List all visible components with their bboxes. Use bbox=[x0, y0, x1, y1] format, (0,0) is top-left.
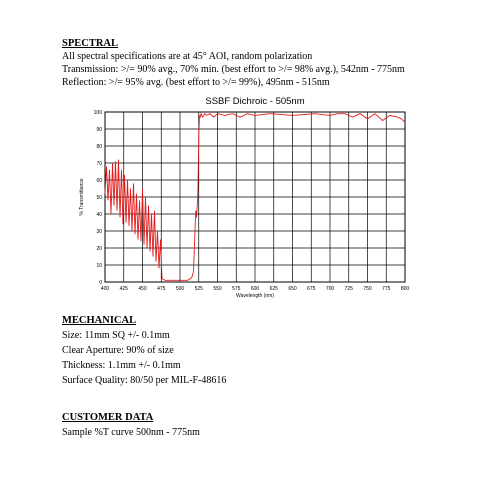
x-tick-label: 700 bbox=[326, 286, 335, 292]
x-tick-label: 800 bbox=[401, 286, 410, 292]
x-tick-label: 625 bbox=[270, 286, 279, 292]
y-tick-label: 60 bbox=[96, 178, 102, 184]
y-axis-label: % Transmittance bbox=[79, 178, 85, 215]
y-tick-label: 0 bbox=[99, 280, 102, 286]
x-tick-label: 450 bbox=[138, 286, 147, 292]
y-tick-label: 90 bbox=[96, 127, 102, 133]
mechanical-line-thickness: Thickness: 1.1mm +/- 0.1mm bbox=[62, 360, 181, 371]
plot-frame bbox=[104, 111, 406, 283]
x-tick-label: 400 bbox=[101, 286, 110, 292]
x-tick-label: 650 bbox=[288, 286, 297, 292]
x-tick-label: 575 bbox=[232, 286, 241, 292]
y-tick-label: 30 bbox=[96, 229, 102, 235]
spectral-line-aoi: All spectral specifications are at 45° A… bbox=[62, 51, 313, 62]
mechanical-line-surface: Surface Quality: 80/50 per MIL-F-48616 bbox=[62, 375, 227, 386]
customer-heading: CUSTOMER DATA bbox=[62, 412, 154, 423]
x-tick-label: 425 bbox=[120, 286, 129, 292]
x-tick-label: 475 bbox=[157, 286, 166, 292]
mechanical-line-aperture: Clear Aperture: 90% of size bbox=[62, 345, 174, 356]
y-tick-label: 10 bbox=[96, 263, 102, 269]
x-tick-label: 675 bbox=[307, 286, 316, 292]
transmission-chart: SSBF Dichroic - 505nm 400 425 450 475 500 525 5… bbox=[60, 92, 420, 307]
mechanical-line-size: Size: 11mm SQ +/- 0.1mm bbox=[62, 330, 170, 341]
x-axis-label: Wavelength (nm) bbox=[236, 293, 274, 299]
spectral-heading: SPECTRAL bbox=[62, 38, 119, 49]
customer-line-sample: Sample %T curve 500nm - 775nm bbox=[62, 427, 200, 438]
spectral-line-reflection: Reflection: >/= 95% avg. (best effort to… bbox=[62, 77, 330, 88]
x-tick-label: 750 bbox=[363, 286, 372, 292]
y-tick-label: 70 bbox=[96, 161, 102, 167]
x-tick-label: 525 bbox=[195, 286, 204, 292]
x-tick-label: 725 bbox=[345, 286, 354, 292]
y-tick-label: 50 bbox=[96, 195, 102, 201]
mechanical-heading: MECHANICAL bbox=[62, 315, 137, 326]
transmission-series-line bbox=[104, 112, 406, 281]
y-tick-label: 100 bbox=[94, 110, 103, 116]
y-tick-label: 20 bbox=[96, 246, 102, 252]
y-tick-label: 40 bbox=[96, 212, 102, 218]
y-tick-label: 80 bbox=[96, 144, 102, 150]
x-tick-label: 600 bbox=[251, 286, 260, 292]
spectral-line-transmission: Transmission: >/= 90% avg., 70% min. (be… bbox=[62, 64, 405, 75]
x-tick-label: 550 bbox=[213, 286, 222, 292]
chart-title: SSBF Dichroic - 505nm bbox=[205, 96, 304, 107]
x-tick-label: 775 bbox=[382, 286, 391, 292]
x-tick-label: 500 bbox=[176, 286, 185, 292]
